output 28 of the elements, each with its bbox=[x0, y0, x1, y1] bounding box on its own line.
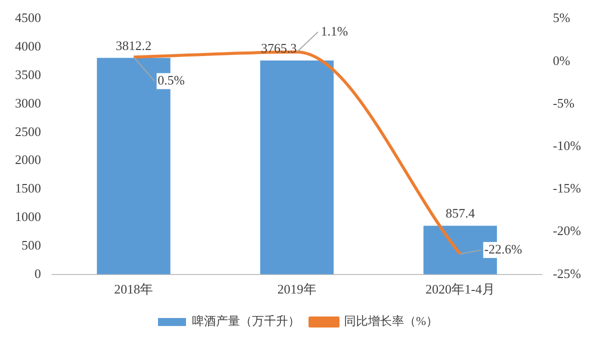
y-tick-label: 0 bbox=[34, 266, 41, 281]
y-tick-label: 4000 bbox=[15, 38, 41, 54]
y2-tick-label: -5% bbox=[552, 95, 575, 110]
y-tick-label: 2500 bbox=[15, 124, 41, 139]
y-tick-label: 4500 bbox=[15, 10, 41, 26]
legend-label: 同比增长率（%） bbox=[344, 314, 438, 328]
data-label: -22.6% bbox=[484, 241, 522, 256]
x-tick-label: 2019年 bbox=[277, 282, 316, 297]
y2-tick-label: -20% bbox=[552, 223, 582, 238]
y-tick-label: 3000 bbox=[15, 95, 41, 110]
x-tick-label: 2018年 bbox=[114, 282, 154, 297]
y2-tick-label: -15% bbox=[552, 180, 582, 196]
data-label: 0.5% bbox=[158, 72, 185, 88]
bar bbox=[260, 60, 334, 274]
data-label: 857.4 bbox=[446, 206, 476, 221]
y2-tick-label: 0% bbox=[552, 52, 570, 68]
y-tick-label: 500 bbox=[22, 237, 41, 252]
data-label: 3812.2 bbox=[116, 38, 152, 53]
y-tick-label: 1000 bbox=[15, 209, 41, 224]
data-label: 1.1% bbox=[320, 23, 348, 38]
y-tick-label: 2000 bbox=[15, 152, 41, 168]
y2-tick-label: 5% bbox=[552, 10, 570, 26]
y2-tick-label: -10% bbox=[552, 138, 582, 154]
y-tick-label: 3500 bbox=[15, 67, 41, 82]
legend-label: 啤酒产量（万千升） bbox=[192, 314, 300, 328]
x-tick-label: 2020年1-4月 bbox=[426, 282, 495, 297]
y-tick-label: 1500 bbox=[15, 180, 41, 196]
y2-tick-label: -25% bbox=[552, 266, 582, 281]
